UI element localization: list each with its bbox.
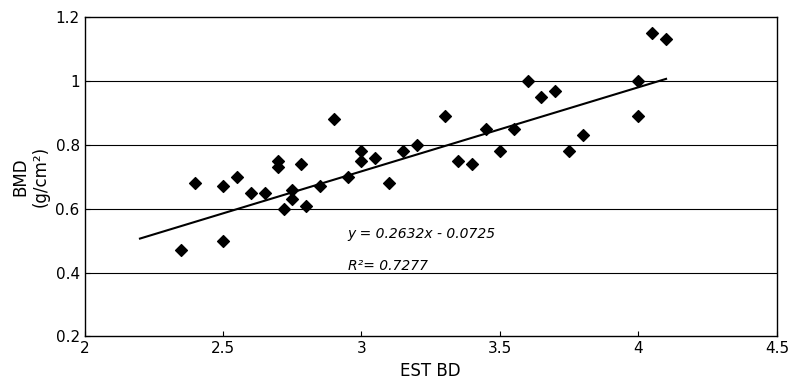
Point: [494, 148, 506, 154]
Point: [660, 36, 673, 43]
Point: [314, 183, 326, 190]
X-axis label: EST BD: EST BD: [400, 362, 461, 380]
Point: [272, 164, 285, 170]
Point: [244, 190, 257, 196]
Text: y = 0.2632x - 0.0725: y = 0.2632x - 0.0725: [348, 227, 496, 241]
Point: [410, 142, 423, 148]
Point: [286, 196, 298, 202]
Point: [632, 78, 645, 84]
Point: [369, 154, 382, 161]
Point: [230, 174, 243, 180]
Point: [258, 190, 271, 196]
Point: [522, 78, 534, 84]
Point: [452, 158, 465, 164]
Point: [189, 180, 202, 186]
Point: [535, 94, 548, 100]
Point: [562, 148, 575, 154]
Point: [272, 158, 285, 164]
Text: R²= 0.7277: R²= 0.7277: [348, 259, 428, 273]
Point: [438, 113, 451, 119]
Point: [577, 132, 590, 138]
Point: [286, 187, 298, 193]
Point: [382, 180, 395, 186]
Point: [300, 203, 313, 209]
Point: [355, 158, 368, 164]
Y-axis label: BMD
(g/cm²): BMD (g/cm²): [11, 146, 50, 207]
Point: [342, 174, 354, 180]
Point: [217, 238, 230, 244]
Point: [217, 183, 230, 190]
Point: [278, 206, 290, 212]
Point: [294, 161, 307, 167]
Point: [175, 247, 188, 253]
Point: [480, 126, 493, 132]
Point: [646, 30, 658, 36]
Point: [632, 113, 645, 119]
Point: [397, 148, 410, 154]
Point: [355, 148, 368, 154]
Point: [327, 116, 340, 122]
Point: [466, 161, 478, 167]
Point: [507, 126, 520, 132]
Point: [549, 88, 562, 94]
